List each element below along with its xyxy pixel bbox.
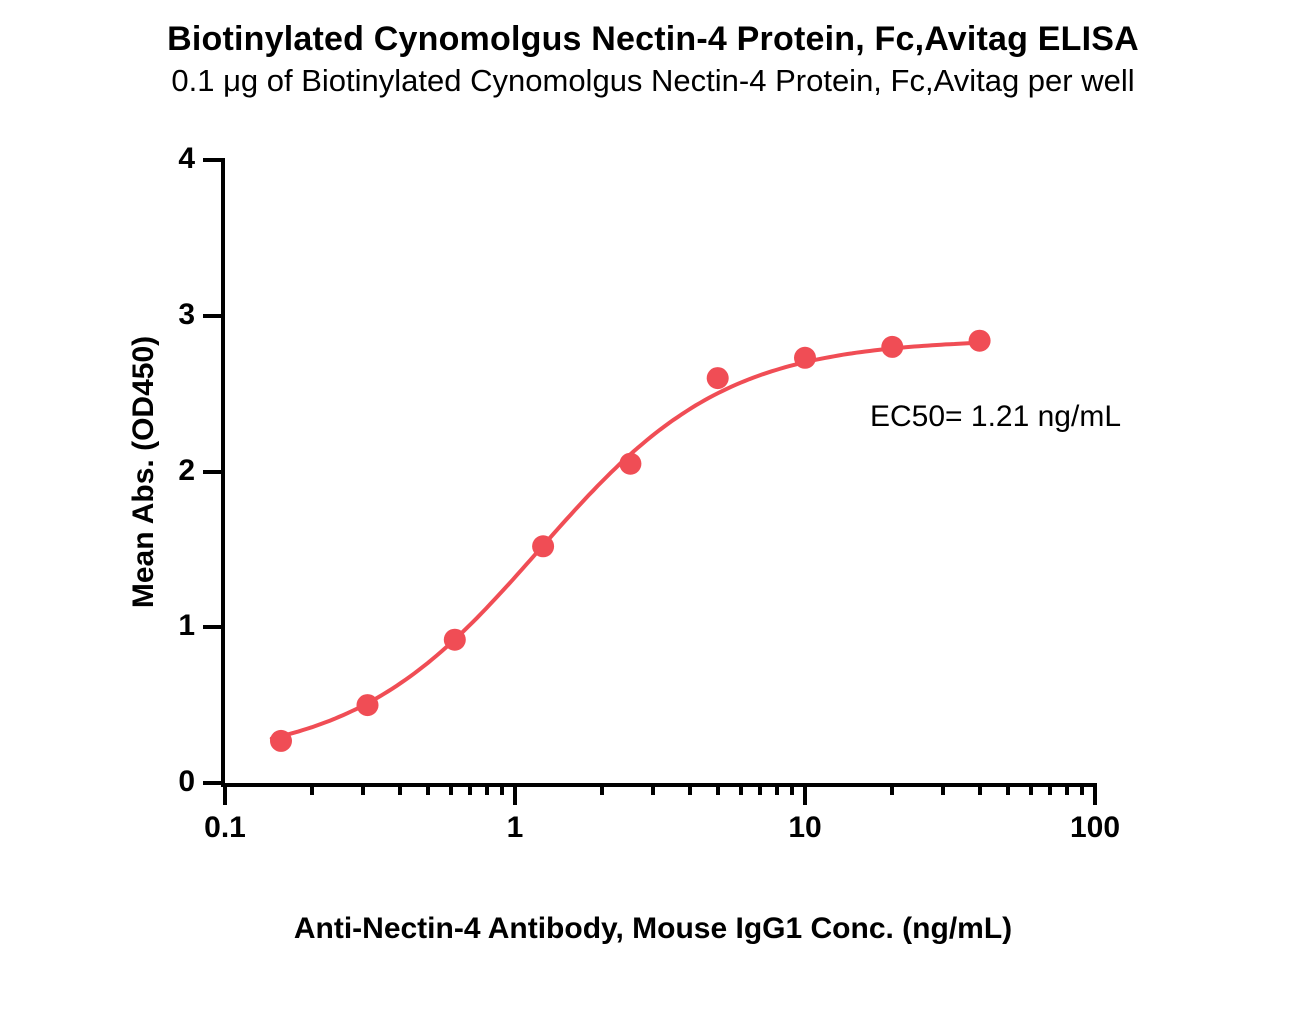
elisa-chart: Biotinylated Cynomolgus Nectin-4 Protein…	[0, 0, 1306, 1032]
data-point-marker	[532, 535, 554, 557]
data-point-marker	[357, 694, 379, 716]
fit-curve	[272, 343, 986, 739]
data-point-marker	[969, 330, 991, 352]
data-point-marker	[794, 347, 816, 369]
data-point-marker	[619, 453, 641, 475]
plot-svg	[0, 0, 1306, 1032]
data-point-marker	[881, 336, 903, 358]
data-point-marker	[444, 629, 466, 651]
data-point-marker	[270, 730, 292, 752]
data-point-marker	[707, 367, 729, 389]
